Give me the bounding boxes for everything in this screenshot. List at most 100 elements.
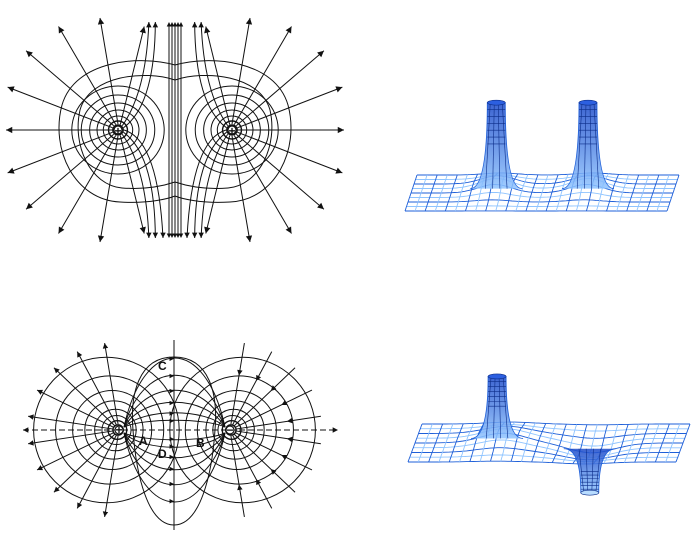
field-arrow-lower-6 (169, 498, 174, 504)
potential-peak-positive-body (471, 376, 524, 439)
like-charges-surface-svg (404, 99, 680, 212)
field-arrow-2-3 (317, 202, 324, 210)
field-line-2-3 (235, 133, 325, 210)
mesh-col-26 (665, 423, 681, 463)
mesh-row-9 (422, 421, 690, 426)
outward-arrow-4 (37, 465, 44, 471)
mesh-col-24 (644, 423, 660, 463)
mesh-col-5 (448, 423, 464, 463)
mesh-col-2 (414, 174, 428, 212)
field-arrow-1-5 (97, 235, 105, 242)
mesh-col-21 (613, 424, 629, 463)
positive-charge-left-sign: + (114, 124, 121, 138)
point-b-label: B (196, 436, 205, 450)
potential-well-negative-cap (580, 489, 600, 496)
potential-well-negative-rib-3 (591, 448, 594, 493)
mesh-col-16 (555, 174, 569, 212)
potential-peak-left-cap (486, 99, 506, 106)
potential-well-negative-body (563, 448, 616, 494)
potential-peak-positive-cap (487, 373, 507, 380)
mesh-col-25 (646, 174, 660, 212)
field-arrow-2-13 (245, 18, 253, 25)
inward-line-5 (235, 430, 321, 445)
field-line-1-3 (121, 133, 150, 239)
outward-arrow-7 (37, 389, 44, 395)
neutral-plane-arrow-up-4 (175, 22, 181, 27)
equipotential-ring-1-8 (33, 356, 180, 504)
mesh-col-22 (616, 174, 630, 212)
field-line-lower-1 (123, 432, 226, 441)
potential-peak-left-rib-1 (485, 102, 491, 189)
inward-line-10 (230, 343, 245, 425)
inward-arrow-3 (270, 469, 277, 475)
field-line-1-2 (123, 131, 156, 239)
mesh-col-14 (541, 423, 557, 463)
field-arrow-1-10 (7, 86, 15, 93)
mesh-col-13 (525, 174, 539, 212)
field-arrow-1-16 (152, 22, 159, 28)
potential-peak-left-rib-4 (501, 102, 508, 189)
mesh-col-27 (666, 174, 680, 212)
field-arrow-lower-1 (169, 436, 174, 442)
mesh-row-1 (408, 460, 676, 465)
field-arrow-upper-6 (169, 356, 174, 362)
outward-line-7 (36, 389, 114, 428)
outward-arrow-10 (102, 343, 109, 349)
field-line-lower-6 (123, 432, 226, 503)
mesh-col-1 (404, 174, 418, 212)
potential-peak-positive (471, 373, 524, 439)
inward-arrow-9 (256, 374, 262, 381)
inward-line-3 (233, 433, 296, 493)
outward-line-5 (28, 430, 114, 445)
mesh-col-15 (551, 424, 567, 463)
field-arrow-1-11 (26, 50, 33, 58)
mesh-col-22 (624, 424, 639, 463)
neutral-plane-arrow-down-4 (175, 233, 181, 238)
inward-arrow-10 (237, 369, 243, 376)
field-line-1-6 (58, 135, 117, 234)
mesh-col-4 (434, 174, 448, 212)
outward-arrow-8 (53, 367, 60, 374)
outward-arrow-6 (28, 414, 34, 420)
field-arrow-2-8 (191, 232, 198, 238)
mesh-col-21 (606, 174, 619, 212)
neutral-plane-arrow-down-1 (166, 233, 172, 238)
mesh-col-25 (654, 423, 670, 463)
field-line-2-6 (205, 135, 231, 234)
inward-line-6 (235, 415, 321, 430)
field-line-2-2 (237, 131, 343, 174)
neutral-plane-arrow-down-2 (169, 233, 175, 238)
field-arrow-2-12 (204, 26, 211, 34)
mesh-col-5 (444, 174, 458, 212)
point-d-label: D (158, 447, 167, 461)
like-charges-field-diagram: + + (6, 10, 344, 255)
like-charges-field-svg: + + (6, 17, 344, 243)
point-c-label: C (158, 359, 167, 373)
inward-arrow-2 (256, 479, 262, 486)
field-line-2-9 (186, 129, 227, 239)
outward-line-9 (76, 351, 117, 425)
field-arrow-upper-3 (169, 400, 174, 406)
field-line-1-14 (119, 26, 145, 125)
field-arrow-2-4 (285, 226, 292, 234)
potential-peak-positive-rib-4 (502, 376, 509, 439)
mesh-col-23 (626, 174, 640, 212)
neutral-plane-arrow-down-3 (172, 233, 178, 238)
opposite-charges-potential-surface (400, 370, 692, 510)
potential-peak-right-rib-2 (584, 102, 587, 189)
potential-peak-right-rib-1 (576, 102, 583, 189)
field-line-1-16 (123, 21, 156, 129)
outward-arrow-1 (102, 511, 109, 517)
negative-charge-sign: − (226, 423, 233, 437)
potential-well-negative-rib-4 (595, 448, 601, 493)
field-arrow-lower-3 (169, 454, 174, 460)
field-line-2-7 (200, 133, 229, 239)
inward-arrow-8 (270, 385, 277, 391)
field-arrow-1-14 (139, 26, 146, 34)
field-arrow-1-6 (58, 226, 65, 234)
field-line-1-12 (58, 26, 117, 125)
field-line-lower-3 (123, 432, 226, 459)
field-arrow-2-5 (245, 235, 253, 242)
field-line-2-5 (231, 135, 251, 243)
field-arrow-upper-5 (169, 373, 174, 379)
